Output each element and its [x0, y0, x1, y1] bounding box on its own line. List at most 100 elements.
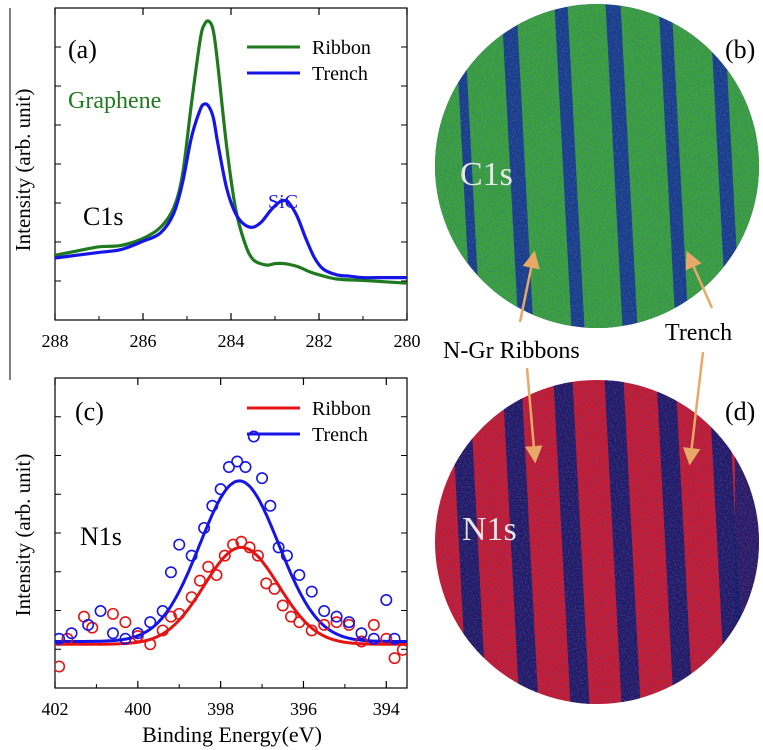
panel-a-y-ticks	[55, 46, 407, 282]
ribbon-data-point	[144, 638, 157, 651]
panel-a-x-tick-label: 280	[394, 331, 421, 351]
trench-data-point	[272, 541, 285, 554]
ribbon-data-point	[235, 535, 248, 548]
ribbon-data-point	[260, 577, 273, 590]
ribbon-data-point	[251, 549, 264, 562]
ribbon-data-point	[55, 660, 66, 673]
trench-data-point	[214, 483, 227, 496]
n1s-map	[435, 380, 759, 704]
trench-data-point	[185, 549, 198, 562]
trench-data-point	[82, 618, 95, 631]
trench-fit-curve	[55, 479, 407, 643]
annotation-arrows	[518, 250, 714, 466]
ribbon-data-point	[164, 610, 177, 623]
ribbon-data-point	[318, 618, 331, 631]
ribbon-data-point	[293, 616, 306, 629]
ribbons-arrow-down	[525, 367, 543, 464]
trench-arrow-up	[685, 250, 714, 309]
legend-ribbon-label: Ribbon	[312, 398, 371, 420]
trench-data-point	[380, 593, 393, 606]
ribbon-data-point	[243, 541, 256, 554]
trench-spectrum-line	[55, 102, 407, 280]
panel-a-x-tick-label: 288	[42, 331, 69, 351]
ribbon-spectrum-line	[55, 19, 407, 285]
panel-c-x-tick-label: 394	[373, 699, 400, 719]
ribbon-data-point	[396, 643, 407, 656]
ribbon-data-point	[330, 616, 343, 629]
panel-c-x-tick-label: 396	[290, 699, 317, 719]
ribbon-data-point	[285, 610, 298, 623]
panel-d: (d) N1s	[435, 380, 759, 704]
ribbon-data-point	[380, 632, 393, 645]
ribbon-data-point	[268, 582, 281, 595]
trench-data-point	[305, 585, 318, 598]
trench-data-point	[206, 499, 219, 512]
panel-d-tag: (d)	[725, 397, 755, 426]
ribbon-data-point	[210, 569, 223, 582]
trench-data-point	[256, 472, 269, 485]
panel-c-x-label: Binding Energy(eV)	[142, 722, 322, 747]
trench-data-point	[65, 627, 78, 640]
legend-trench-label: Trench	[312, 424, 368, 446]
trench-data-point	[280, 549, 293, 562]
n1s-map-label: N1s	[462, 511, 517, 548]
panel-c-x-tick-label: 398	[207, 699, 234, 719]
panel-c: 402 400 398 396 394 (c) N1s Ribbon Trench In…	[11, 377, 408, 747]
trench-data-point	[173, 538, 186, 551]
ribbon-data-point	[185, 591, 198, 604]
trench-data-point	[330, 610, 343, 623]
trench-data-point	[264, 499, 277, 512]
trench-data-point	[318, 605, 331, 618]
ribbon-data-points	[55, 535, 407, 673]
ribbon-data-point	[276, 599, 289, 612]
panel-c-y-label: Intensity (arb. unit)	[11, 454, 35, 617]
panel-c-tag: (c)	[75, 397, 104, 426]
panel-a-x-ticks: 288 286 284 282 280	[42, 8, 421, 351]
trench-data-point	[231, 455, 244, 468]
legend-ribbon-label: Ribbon	[312, 37, 371, 59]
trench-data-points	[55, 430, 401, 645]
c1s-map	[435, 4, 759, 328]
ribbon-data-point	[227, 538, 240, 551]
trench-data-point	[198, 521, 211, 534]
ribbon-fit-curve	[55, 545, 407, 646]
trench-data-point	[293, 569, 306, 582]
ribbons-arrow-up	[518, 250, 540, 323]
ribbon-data-point	[218, 549, 231, 562]
ribbon-data-point	[355, 635, 368, 648]
panel-a-x-tick-label: 282	[306, 331, 333, 351]
trench-annotation: Trench	[665, 320, 732, 346]
panel-c-x-tick-label: 400	[124, 699, 151, 719]
trench-data-point	[343, 616, 356, 629]
trench-data-point	[131, 627, 144, 640]
trench-data-point	[388, 632, 401, 645]
trench-data-point	[144, 616, 157, 629]
panel-c-legend: Ribbon Trench	[247, 398, 371, 446]
ribbon-data-point	[173, 607, 186, 620]
c1s-map-label: C1s	[460, 156, 513, 193]
graphene-peak-label: Graphene	[68, 88, 161, 114]
panel-c-core-level: N1s	[80, 522, 122, 551]
panel-a: 288 286 284 282 280 (a) Graphene SiC C1s Rib…	[11, 7, 421, 351]
ribbon-data-point	[106, 607, 119, 620]
panel-c-x-ticks: 402 400 398 396 394	[42, 378, 400, 719]
ribbon-data-point	[156, 624, 169, 637]
trench-data-point	[106, 627, 119, 640]
trench-data-point	[156, 605, 169, 618]
ribbon-data-point	[193, 574, 206, 587]
panel-b: (b) C1s	[435, 4, 759, 328]
trench-data-point	[239, 461, 252, 474]
ribbons-annotation: N-Gr Ribbons	[443, 338, 580, 364]
panel-a-core-level: C1s	[83, 202, 123, 231]
trench-data-point	[164, 566, 177, 579]
ribbon-data-point	[119, 616, 132, 629]
panel-b-tag: (b)	[725, 35, 755, 64]
trench-data-point	[247, 430, 260, 443]
panel-a-y-label: Intensity (arb. unit)	[11, 89, 35, 252]
trench-data-point	[355, 627, 368, 640]
panel-a-x-tick-label: 286	[130, 331, 157, 351]
panel-c-y-ticks	[55, 416, 407, 650]
trench-data-point	[55, 632, 66, 645]
panel-c-x-tick-label: 402	[42, 699, 69, 719]
